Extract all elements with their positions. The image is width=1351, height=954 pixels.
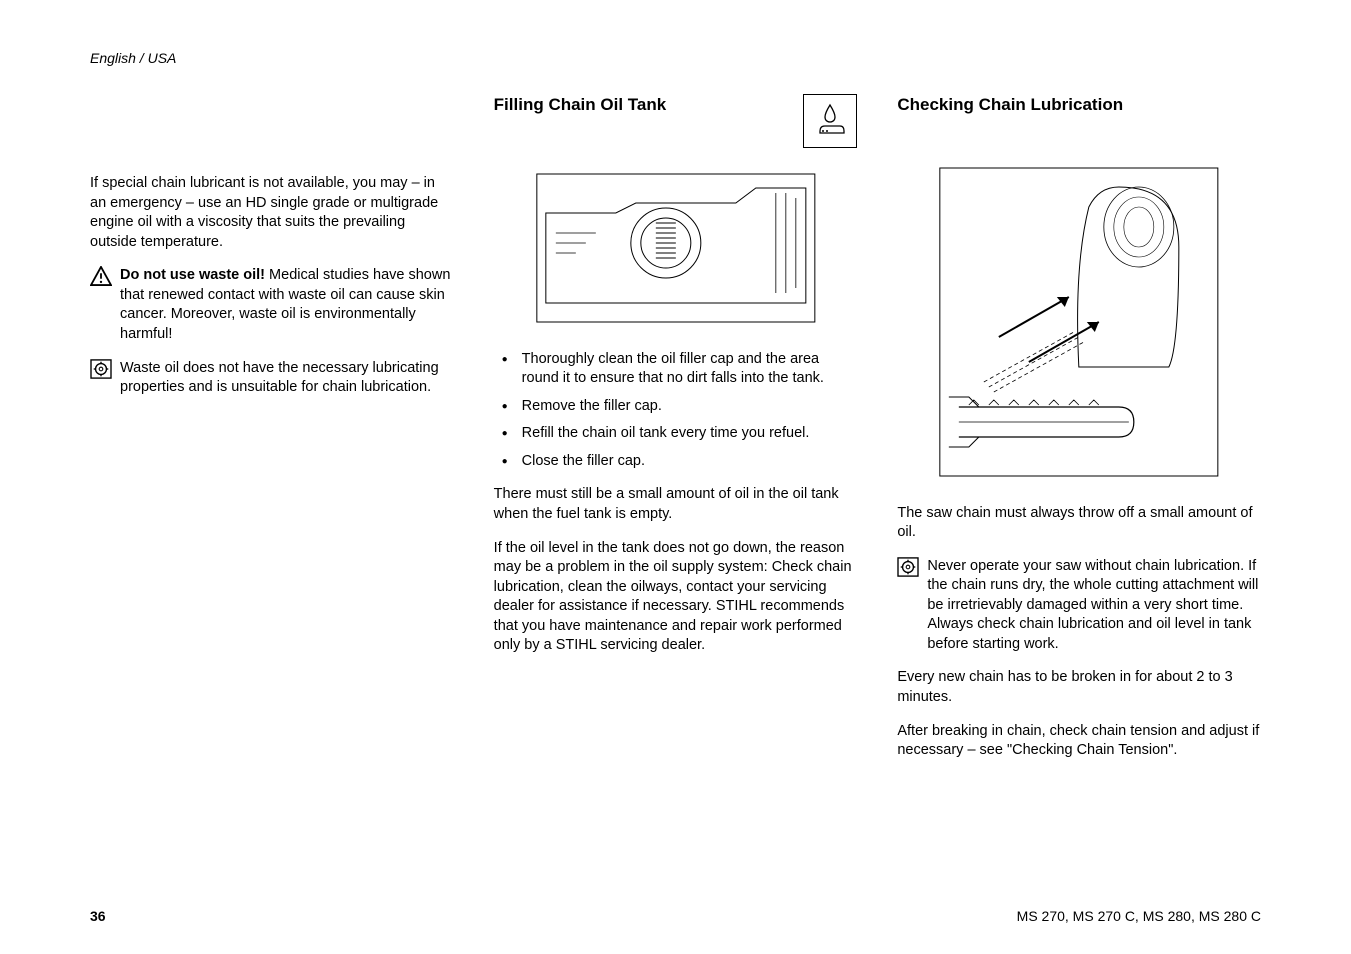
list-item: Refill the chain oil tank every time you…: [494, 424, 858, 444]
footer-models: MS 270, MS 270 C, MS 280, MS 280 C: [1017, 908, 1261, 924]
gear-note-block: Waste oil does not have the necessary lu…: [90, 359, 454, 398]
warning-title: Do not use waste oil!: [120, 267, 265, 283]
warning-triangle-icon: [90, 266, 112, 286]
warning-text: Do not use waste oil! Medical studies ha…: [120, 266, 454, 344]
col3-para1: The saw chain must always throw off a sm…: [897, 504, 1261, 543]
col3-para3: After breaking in chain, check chain ten…: [897, 722, 1261, 761]
column-3: Checking Chain Lubrication: [897, 94, 1261, 775]
col2-para2: If the oil level in the tank does not go…: [494, 539, 858, 656]
header-language: English / USA: [90, 50, 1261, 66]
col3-para2: Every new chain has to be broken in for …: [897, 668, 1261, 707]
col3-gear-text: Never operate your saw without chain lub…: [927, 557, 1261, 655]
col2-para1: There must still be a small amount of oi…: [494, 485, 858, 524]
footer: 36 MS 270, MS 270 C, MS 280, MS 280 C: [90, 908, 1261, 924]
col3-title: Checking Chain Lubrication: [897, 94, 1261, 117]
oil-tank-diagram: [494, 173, 858, 323]
column-container: If special chain lubricant is not availa…: [90, 94, 1261, 775]
page-content: English / USA If special chain lubricant…: [0, 0, 1351, 954]
col1-para1: If special chain lubricant is not availa…: [90, 174, 454, 252]
gear-icon: [90, 359, 112, 379]
oil-drop-chain-icon: [810, 101, 850, 141]
lubrication-diagram: [897, 167, 1261, 477]
list-item: Close the filler cap.: [494, 452, 858, 472]
col2-title: Filling Chain Oil Tank: [494, 94, 784, 117]
warning-block: Do not use waste oil! Medical studies ha…: [90, 266, 454, 344]
column-2: Filling Chain Oil Tank: [494, 94, 858, 775]
list-item: Remove the filler cap.: [494, 397, 858, 417]
oil-symbol-box: [803, 94, 857, 148]
list-item: Thoroughly clean the oil filler cap and …: [494, 350, 858, 389]
gear-icon: [897, 557, 919, 577]
col2-bullet-list: Thoroughly clean the oil filler cap and …: [494, 350, 858, 472]
page-number: 36: [90, 908, 106, 924]
col3-gear-block: Never operate your saw without chain lub…: [897, 557, 1261, 655]
column-1: If special chain lubricant is not availa…: [90, 94, 454, 775]
col2-title-row: Filling Chain Oil Tank: [494, 94, 858, 148]
gear-note-text: Waste oil does not have the necessary lu…: [120, 359, 454, 398]
